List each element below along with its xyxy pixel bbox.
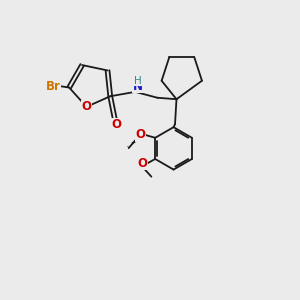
Text: Br: Br (46, 80, 60, 93)
Text: N: N (133, 80, 142, 93)
Text: O: O (82, 100, 92, 113)
Text: O: O (137, 157, 148, 170)
Text: H: H (134, 76, 142, 86)
Text: methyl: methyl (127, 146, 132, 147)
Text: O: O (136, 128, 146, 141)
Text: O: O (111, 118, 121, 131)
